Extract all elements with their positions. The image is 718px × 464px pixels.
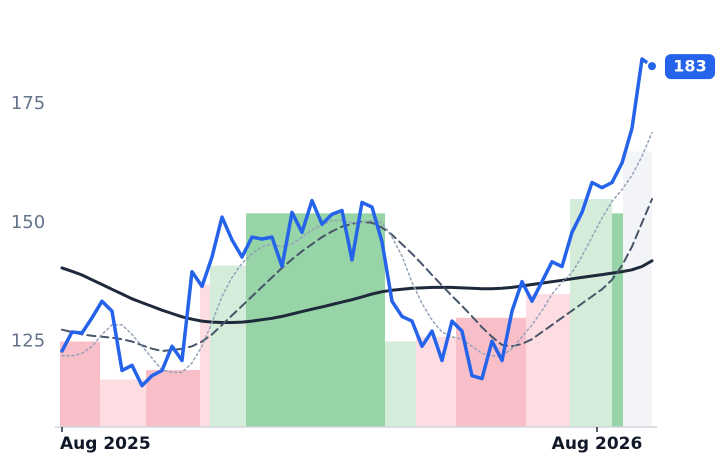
regime-band xyxy=(200,284,210,427)
regime-band xyxy=(570,199,612,427)
last-point xyxy=(646,60,658,73)
regime-band xyxy=(526,294,570,427)
regime-band xyxy=(100,379,146,427)
y-tick-label: 150 xyxy=(11,212,45,233)
x-tick-label: Aug 2025 xyxy=(60,434,151,454)
regime-band xyxy=(416,336,456,427)
regime-band xyxy=(146,370,200,427)
x-tick-label: Aug 2026 xyxy=(552,434,643,454)
regime-band xyxy=(456,317,526,427)
last-value-badge xyxy=(665,54,715,80)
series-line xyxy=(60,259,654,324)
y-tick-label: 175 xyxy=(11,93,45,114)
regime-band xyxy=(623,151,652,427)
regime-band xyxy=(612,213,623,427)
regime-band xyxy=(385,341,416,427)
y-tick-label: 125 xyxy=(11,331,45,352)
regime-band xyxy=(60,341,100,427)
series-line xyxy=(60,57,654,388)
regime-band xyxy=(210,265,246,427)
last-value-label: 183 xyxy=(673,57,706,76)
